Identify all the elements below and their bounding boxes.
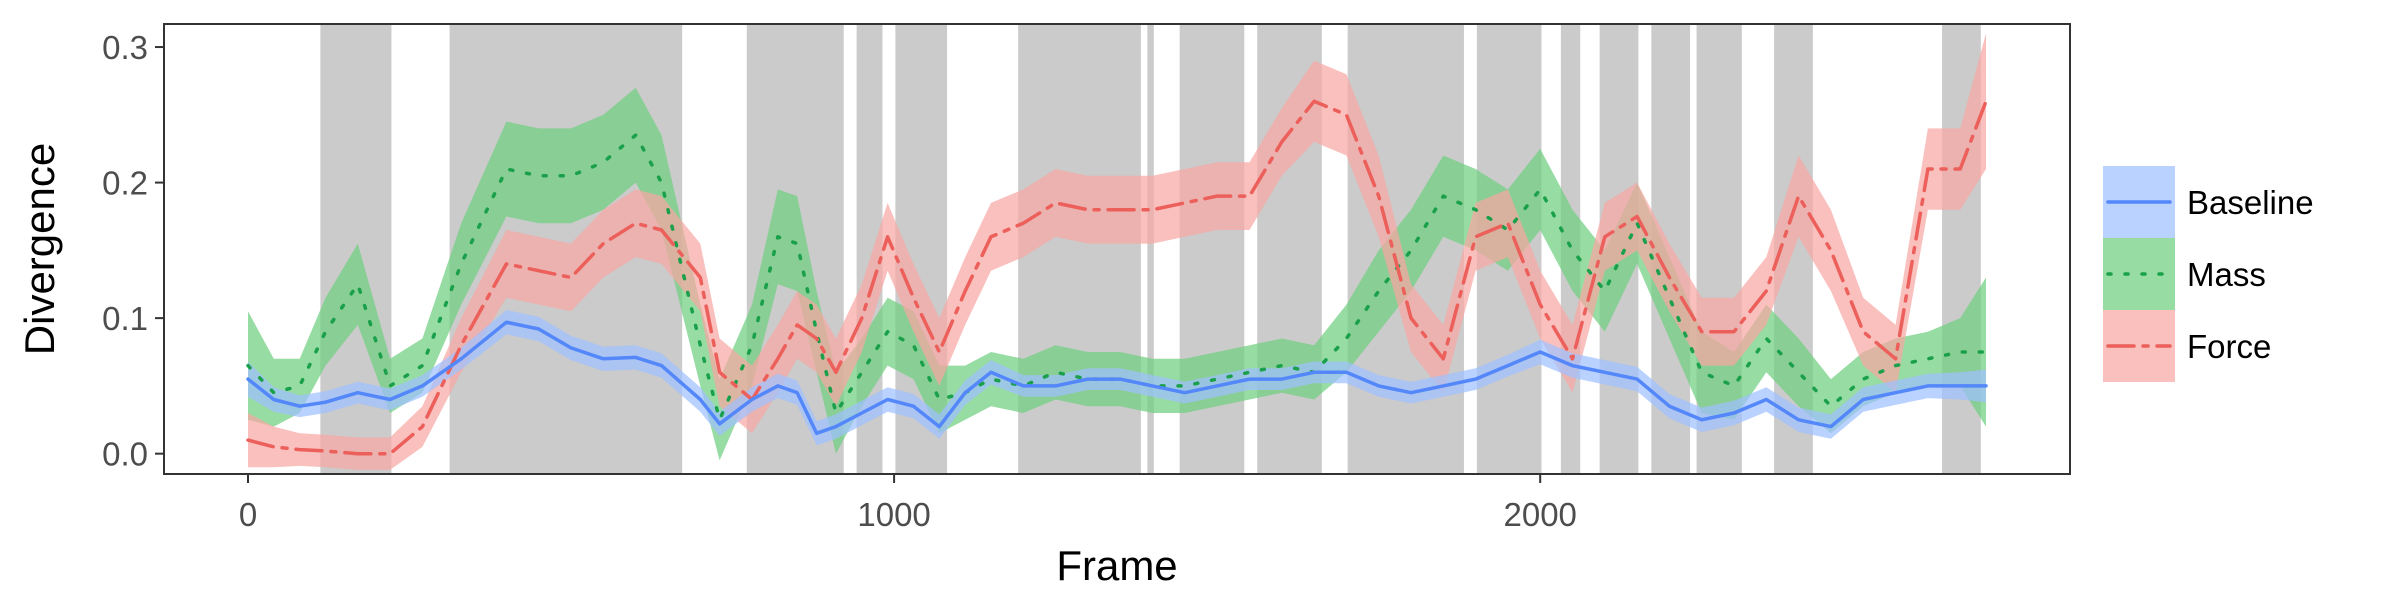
x-tick-label: 2000 xyxy=(1503,496,1576,533)
legend-item-baseline: Baseline xyxy=(2103,166,2314,238)
shaded-range-6 xyxy=(1147,24,1154,474)
y-axis-title: Divergence xyxy=(16,143,63,355)
mass-confidence-band xyxy=(248,87,1986,461)
x-axis: 0 1000 2000 xyxy=(239,474,1577,533)
x-axis-title: Frame xyxy=(1056,542,1177,589)
legend-label-mass: Mass xyxy=(2187,256,2266,293)
plot-panel xyxy=(163,23,2071,475)
baseline-line xyxy=(246,320,1988,436)
x-tick-label: 1000 xyxy=(857,496,930,533)
legend: Baseline Mass Force xyxy=(2103,166,2314,382)
legend-item-force: Force xyxy=(2103,310,2271,382)
force-line xyxy=(246,99,1988,456)
y-tick-label: 0.3 xyxy=(102,29,148,66)
legend-label-force: Force xyxy=(2187,328,2271,365)
y-tick-label: 0.1 xyxy=(102,300,148,337)
panel-border xyxy=(163,23,2071,475)
series-lines xyxy=(246,99,1988,456)
legend-key-mass xyxy=(2103,238,2175,310)
mass-line xyxy=(246,133,1988,422)
y-axis: 0.0 0.1 0.2 0.3 xyxy=(102,29,164,473)
y-tick-label: 0.2 xyxy=(102,165,148,202)
legend-label-baseline: Baseline xyxy=(2187,184,2314,221)
y-tick-label: 0.0 xyxy=(102,436,148,473)
x-tick-label: 0 xyxy=(239,496,257,533)
legend-item-mass: Mass xyxy=(2103,238,2266,310)
